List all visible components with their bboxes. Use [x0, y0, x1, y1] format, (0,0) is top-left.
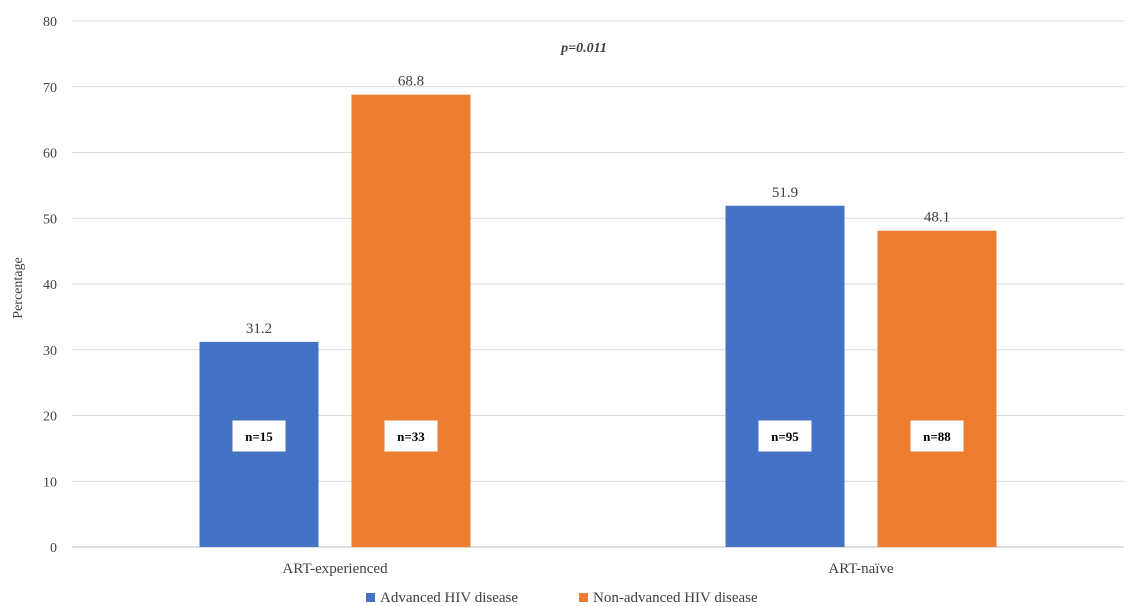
data-label: 51.9 — [772, 185, 798, 201]
y-tick-label: 50 — [43, 212, 57, 227]
legend-label: Advanced HIV disease — [380, 590, 518, 606]
legend-swatch — [366, 593, 375, 602]
p-value-annotation: p=0.011 — [560, 41, 607, 56]
data-label: 48.1 — [924, 210, 950, 226]
legend: Advanced HIV disease Non-advanced HIV dis… — [366, 590, 758, 606]
n-label-box — [757, 419, 813, 453]
category-label: ART-naïve — [828, 561, 894, 577]
y-tick-label: 20 — [43, 410, 57, 425]
n-label: n=33 — [397, 429, 425, 444]
n-label-box — [909, 419, 965, 453]
y-tick-label: 70 — [43, 81, 57, 96]
n-label: n=15 — [245, 429, 273, 444]
bar — [725, 205, 845, 547]
y-axis-ticks: 0 10 20 30 40 50 60 70 80 — [43, 15, 57, 556]
legend-swatch — [579, 593, 588, 602]
y-tick-label: 40 — [43, 278, 57, 293]
category-label: ART-experienced — [282, 561, 388, 577]
data-label: 31.2 — [246, 321, 272, 337]
y-tick-label: 0 — [50, 541, 57, 556]
data-label: 68.8 — [398, 74, 424, 90]
n-label-box — [231, 419, 287, 453]
y-tick-label: 10 — [43, 475, 57, 490]
y-axis-label: Percentage — [11, 257, 26, 318]
y-tick-label: 30 — [43, 344, 57, 359]
y-tick-label: 80 — [43, 15, 57, 30]
n-label-box — [383, 419, 439, 453]
y-tick-label: 60 — [43, 147, 57, 162]
n-label: n=95 — [771, 429, 799, 444]
bar — [877, 230, 997, 547]
n-label: n=88 — [923, 429, 951, 444]
bar — [351, 94, 471, 547]
category-labels: ART-experienced ART-naïve — [282, 561, 894, 577]
bars: 31.2 n=15 68.8 n=33 51.9 n=95 48.1 n=88 — [199, 74, 997, 547]
legend-label: Non-advanced HIV disease — [593, 590, 758, 606]
